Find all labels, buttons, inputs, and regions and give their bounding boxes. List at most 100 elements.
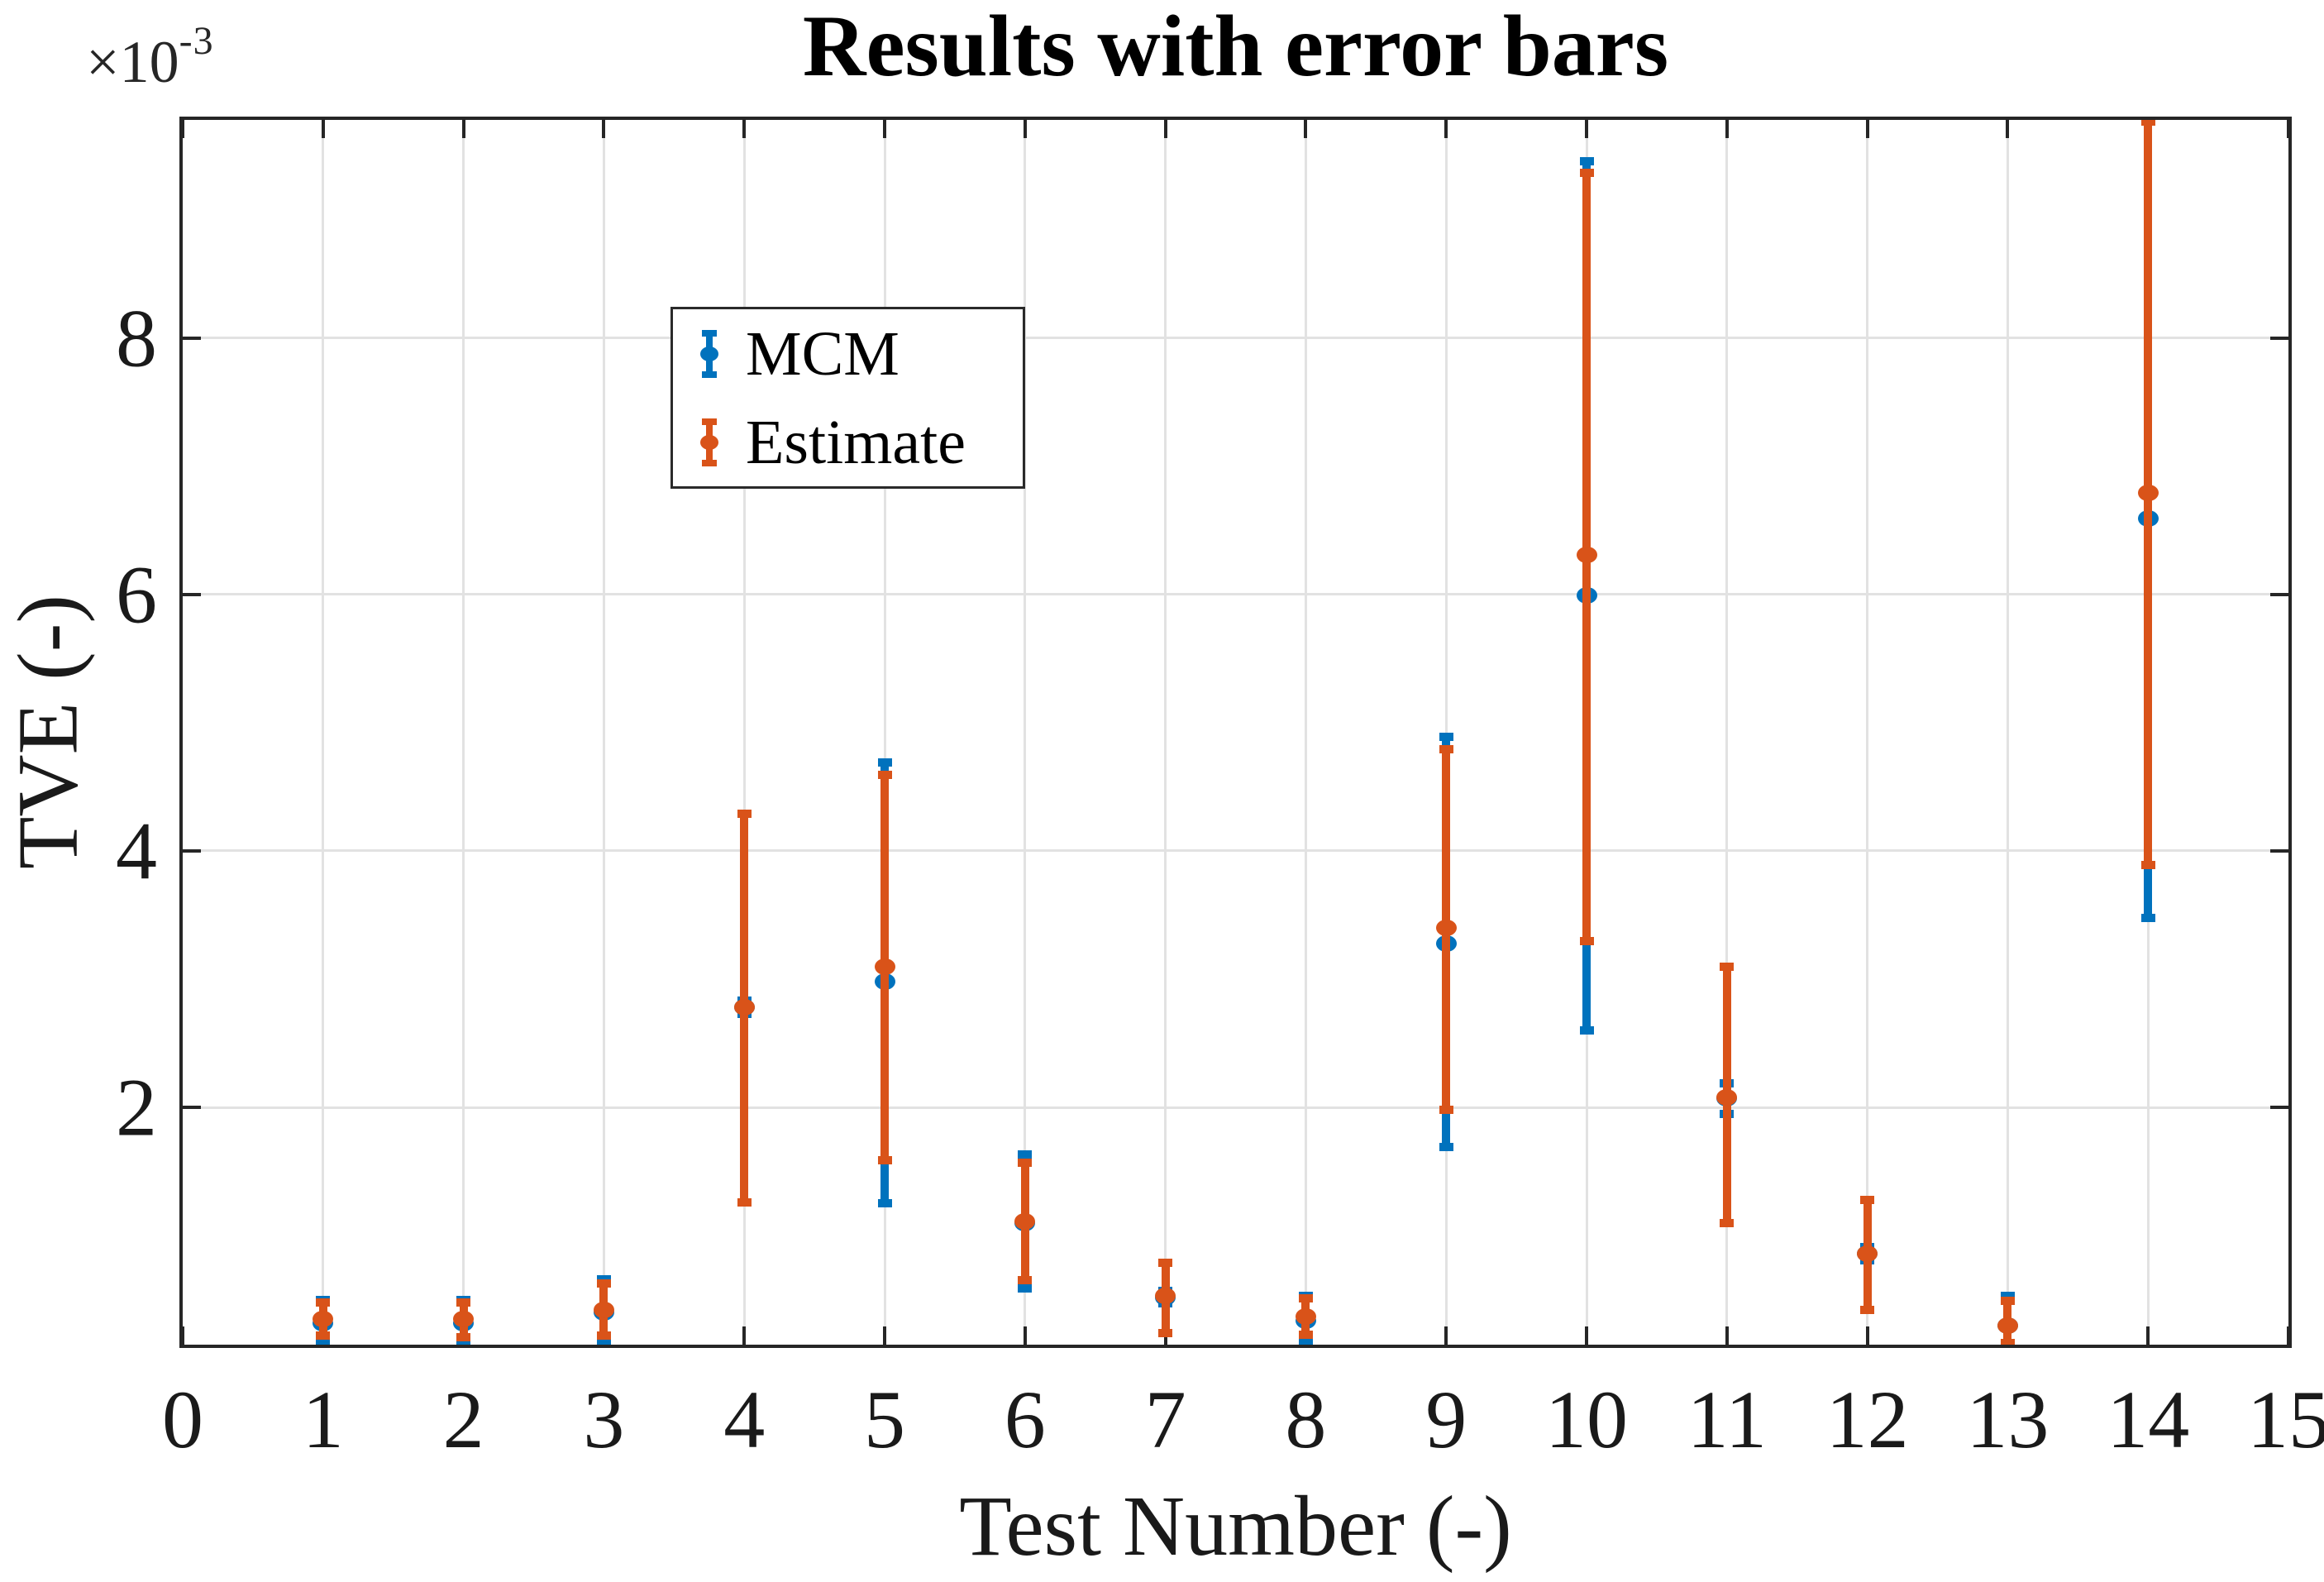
error-bar-cap — [456, 1339, 471, 1345]
x-tick-label: 14 — [2107, 1374, 2190, 1465]
error-bar-cap — [596, 1279, 611, 1288]
x-tick-mark — [742, 120, 747, 138]
error-bar-cap — [737, 1197, 752, 1207]
y-tick-mark — [183, 848, 201, 853]
y-tick-label: 2 — [116, 1061, 157, 1154]
x-tick-label: 6 — [1004, 1374, 1046, 1465]
error-bar-cap — [2000, 1339, 2015, 1345]
error-bar-cap — [1860, 1306, 1875, 1315]
x-axis-label: Test Number (-) — [959, 1479, 1512, 1574]
data-point-marker — [2137, 485, 2159, 502]
legend-label: MCM — [746, 318, 900, 389]
x-tick-mark — [2287, 1326, 2288, 1345]
error-bar-cap — [1158, 1329, 1173, 1338]
data-point-marker — [1576, 546, 1597, 563]
error-bar-cap — [2141, 117, 2155, 119]
chart-title: Results with error bars — [802, 0, 1669, 94]
error-bar-cap — [1018, 1276, 1033, 1285]
x-tick-mark — [1585, 1326, 1588, 1345]
legend-item-mcm: MCM — [673, 309, 1023, 398]
y-tick-mark — [2270, 336, 2288, 340]
data-point-marker — [1155, 1288, 1176, 1305]
legend: MCM Estimate — [670, 307, 1025, 489]
x-tick-label: 1 — [302, 1374, 344, 1465]
x-tick-mark — [461, 120, 465, 138]
error-bar-cap — [1439, 1143, 1453, 1152]
error-bar-cap — [1298, 1330, 1313, 1339]
x-tick-mark — [742, 1326, 747, 1345]
x-tick-mark — [2287, 120, 2288, 138]
error-bar-cap — [2140, 913, 2155, 922]
y-tick-mark — [2270, 1106, 2288, 1110]
error-bar-cap — [877, 1199, 892, 1208]
data-point-marker — [453, 1310, 475, 1327]
x-tick-label: 4 — [723, 1374, 766, 1465]
data-point-marker — [1716, 1088, 1738, 1106]
error-bar-cap — [456, 1298, 471, 1307]
x-tick-label: 12 — [1825, 1374, 1909, 1465]
x-tick-label: 7 — [1144, 1374, 1186, 1465]
gridline — [1444, 120, 1448, 1345]
x-tick-mark — [1023, 120, 1027, 138]
gridline — [462, 120, 465, 1345]
x-tick-label: 2 — [442, 1374, 484, 1465]
x-tick-mark — [883, 120, 886, 138]
x-tick-mark — [883, 1326, 886, 1345]
x-tick-mark — [1865, 120, 1869, 138]
error-bar-cap — [1439, 745, 1453, 754]
legend-errorbar-cap — [702, 459, 717, 466]
error-bar-cap — [1158, 1258, 1173, 1267]
gridline — [183, 337, 2288, 340]
x-tick-mark — [1304, 120, 1308, 138]
error-bar-cap — [316, 1331, 331, 1341]
error-bar-cap — [596, 1336, 611, 1345]
legend-label: Estimate — [746, 407, 966, 477]
x-tick-mark — [1725, 120, 1729, 138]
data-point-marker — [874, 958, 895, 975]
legend-errorbar-cap — [702, 329, 717, 337]
error-bar-cap — [1579, 168, 1594, 177]
x-tick-mark — [1865, 1326, 1869, 1345]
error-bar-cap — [1439, 732, 1453, 741]
y-tick-label: 8 — [116, 292, 157, 385]
x-tick-label: 0 — [162, 1374, 203, 1465]
gridline — [602, 120, 605, 1345]
error-bar-cap — [1018, 1158, 1033, 1167]
error-bar-cap — [2000, 1292, 2015, 1301]
x-tick-mark — [183, 1326, 184, 1345]
gridline — [1164, 120, 1167, 1345]
errorbar-icon — [694, 329, 724, 378]
x-tick-label: 10 — [1545, 1374, 1628, 1465]
y-exponent-base: ×10 — [86, 29, 179, 95]
error-bar-cap — [1579, 1026, 1594, 1035]
x-tick-label: 9 — [1425, 1374, 1467, 1465]
gridline — [1725, 120, 1729, 1345]
plot-area — [179, 117, 2292, 1348]
error-bar-cap — [737, 809, 752, 818]
x-tick-mark — [1444, 1326, 1448, 1345]
error-bar-cap — [2140, 861, 2155, 869]
data-point-marker — [1295, 1307, 1316, 1325]
error-bar-cap — [1018, 1150, 1033, 1159]
x-tick-mark — [2146, 1326, 2150, 1345]
error-bar-cap — [316, 1298, 331, 1307]
gridline — [883, 120, 886, 1345]
y-exponent-power: -3 — [179, 19, 214, 63]
legend-errorbar-cap — [702, 370, 717, 378]
legend-errorbar-cap — [702, 418, 717, 425]
y-axis-exponent: ×10-3 — [86, 18, 214, 97]
y-tick-mark — [183, 592, 201, 596]
error-bar-cap — [456, 1332, 471, 1341]
x-tick-mark — [1725, 1326, 1729, 1345]
errorbar-icon — [694, 418, 724, 466]
error-bar-cap — [877, 1155, 892, 1164]
gridline — [742, 120, 746, 1345]
gridline — [1024, 120, 1027, 1345]
error-bar-cap — [1298, 1294, 1313, 1303]
legend-marker — [700, 434, 718, 450]
y-tick-mark — [183, 336, 201, 340]
data-point-marker — [1435, 919, 1457, 936]
y-tick-mark — [2270, 848, 2288, 853]
x-tick-label: 3 — [583, 1374, 625, 1465]
error-bar-cap — [2000, 1297, 2015, 1306]
